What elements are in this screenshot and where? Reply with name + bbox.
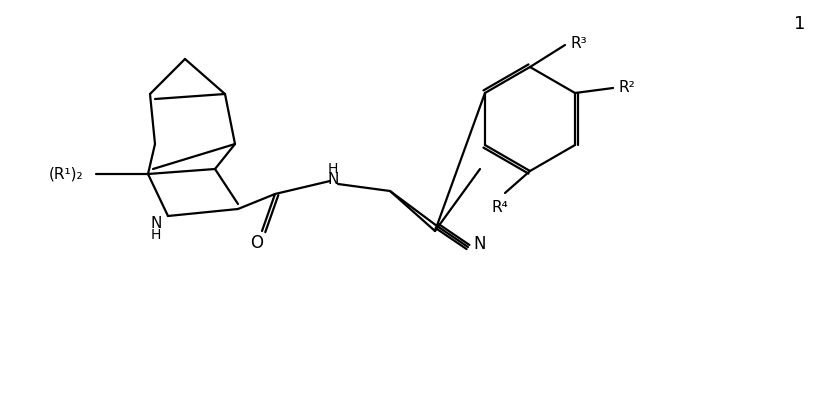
Text: R³: R³ [571, 36, 587, 51]
Text: N: N [150, 217, 162, 231]
Text: H: H [151, 228, 161, 242]
Text: H: H [328, 162, 338, 176]
Text: (R¹)₂: (R¹)₂ [49, 166, 83, 182]
Text: N: N [474, 235, 486, 253]
Text: R⁴: R⁴ [492, 200, 508, 215]
Text: O: O [251, 234, 263, 252]
Text: N: N [328, 172, 339, 188]
Text: R²: R² [619, 81, 635, 95]
Text: 1: 1 [794, 15, 806, 33]
